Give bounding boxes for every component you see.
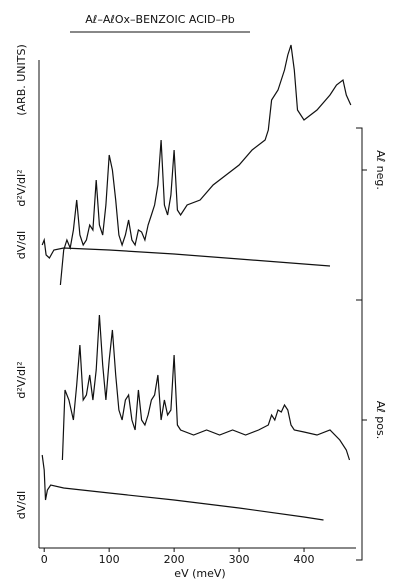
y-axis-label: (ARB. UNITS) [15,44,28,116]
x-axis-label: eV (meV) [174,567,225,580]
y-axis-label: d²V/dI² [15,169,28,206]
chart-title: Aℓ–AℓOx–BENZOIC ACID–Pb [85,13,235,26]
panel-label: Aℓ pos. [374,401,387,440]
panel-bracket [356,299,367,561]
x-tick-label: 100 [99,553,120,566]
x-tick-label: 300 [229,553,250,566]
x-tick-label: 0 [41,553,48,566]
spectrum-line [41,237,331,267]
spectrum-line [61,314,351,461]
x-tick-label: 200 [164,553,185,566]
x-tick-label: 400 [294,553,315,566]
y-axis-label: d²V/dI² [15,361,28,398]
spectrum-line [41,454,324,521]
y-axis-label: dV/dI [15,231,28,259]
spectrum-line [59,44,352,286]
panel-bracket [356,127,367,301]
y-axis-label: dV/dI [15,491,28,519]
panel-label: Aℓ neg. [374,150,387,190]
